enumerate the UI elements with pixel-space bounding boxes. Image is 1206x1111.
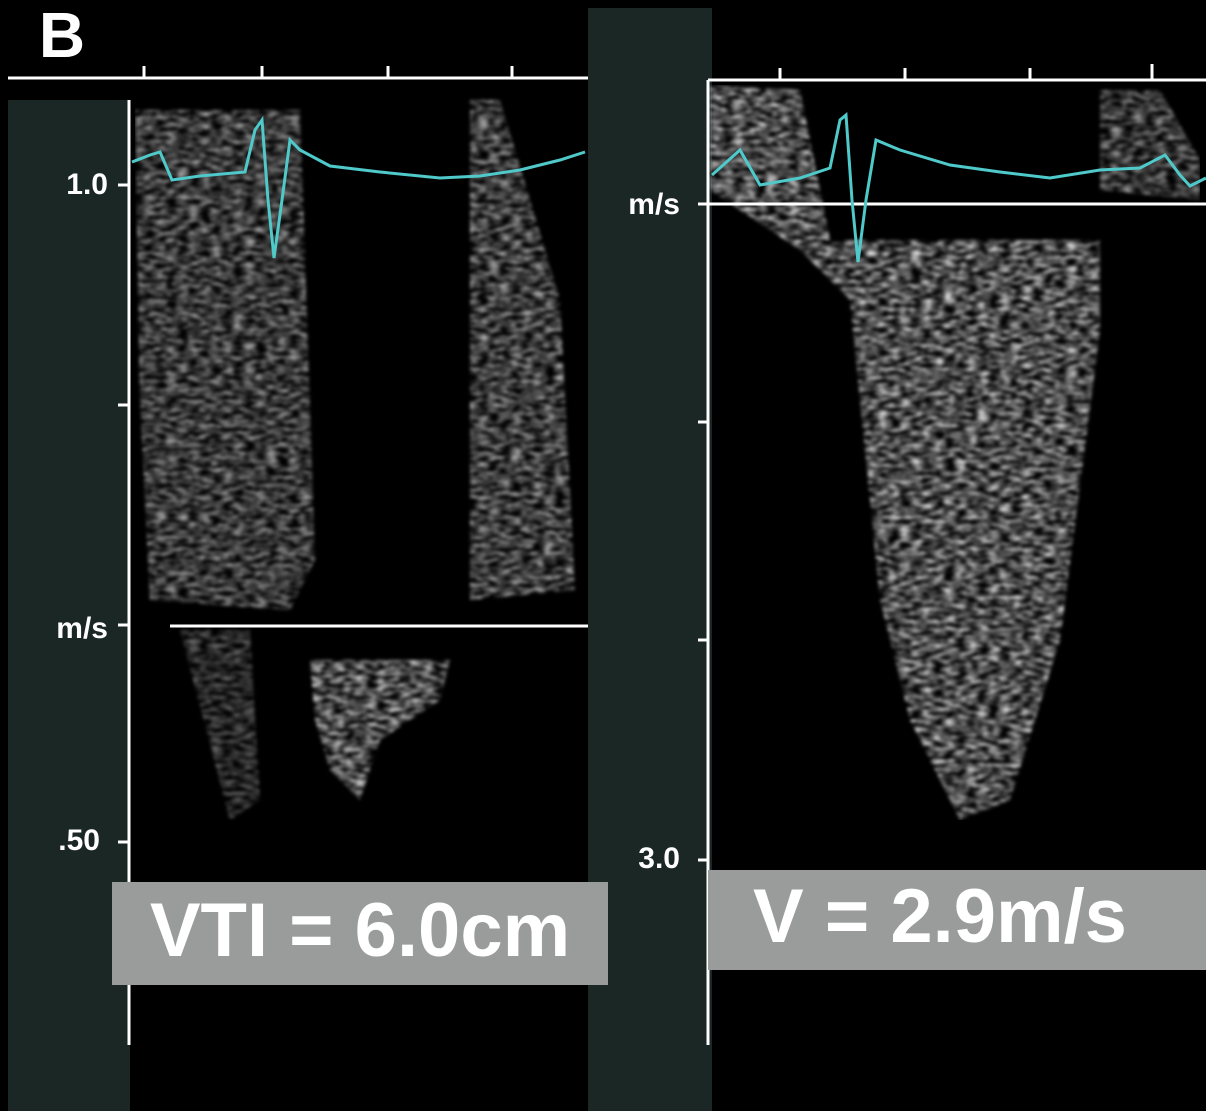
- left-strip: [8, 100, 130, 1111]
- figure: B 1.0 m/s .50 m/s 3.0 VTI = 6.0cm V = 2.…: [0, 0, 1206, 1111]
- panel-label: B: [39, 0, 85, 71]
- axis-label: .50: [58, 824, 100, 857]
- unit-label: m/s: [56, 612, 108, 645]
- axis-label: 3.0: [638, 842, 680, 875]
- measurement: VTI = 6.0cm: [150, 888, 570, 973]
- measurement: V = 2.9m/s: [753, 874, 1127, 959]
- unit-label: m/s: [628, 188, 680, 221]
- axis-label: 1.0: [66, 168, 108, 201]
